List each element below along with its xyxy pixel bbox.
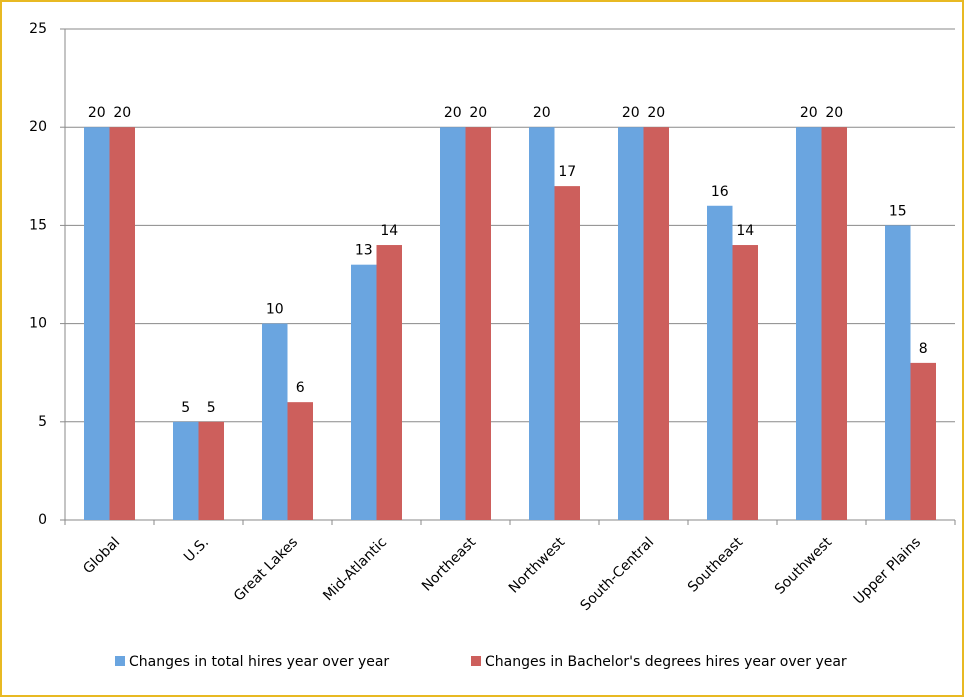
- bar: [84, 127, 110, 520]
- legend-swatch: [115, 656, 125, 666]
- x-tick-label: Northeast: [419, 534, 480, 595]
- bar: [821, 127, 847, 520]
- y-tick-label: 20: [29, 119, 47, 135]
- bar: [554, 186, 580, 520]
- y-tick-label: 5: [38, 414, 47, 430]
- x-tick-label: Southeast: [685, 534, 747, 596]
- value-label: 16: [711, 184, 729, 200]
- value-label: 20: [113, 105, 131, 121]
- value-label: 8: [919, 341, 928, 357]
- bar: [173, 421, 199, 520]
- value-label: 14: [736, 223, 754, 239]
- value-label: 20: [800, 105, 818, 121]
- value-label: 17: [558, 164, 576, 180]
- x-tick-label: Upper Plains: [851, 534, 924, 607]
- value-label: 20: [533, 105, 551, 121]
- value-label: 20: [444, 105, 462, 121]
- bar: [262, 323, 288, 520]
- legend-label: Changes in Bachelor's degrees hires year…: [485, 654, 847, 670]
- value-label: 10: [266, 302, 284, 318]
- bar: [109, 127, 135, 520]
- value-label: 5: [181, 400, 190, 416]
- y-tick-label: 15: [29, 217, 47, 233]
- bar: [707, 205, 733, 520]
- bar: [351, 264, 377, 520]
- bar: [440, 127, 466, 520]
- bar: [287, 402, 313, 520]
- value-label: 14: [380, 223, 398, 239]
- x-tick-label: South-Central: [577, 534, 657, 614]
- bar: [796, 127, 822, 520]
- x-tick-label: Mid-Atlantic: [320, 534, 390, 604]
- value-label: 20: [88, 105, 106, 121]
- y-tick-label: 25: [29, 21, 47, 37]
- value-label: 20: [647, 105, 665, 121]
- x-tick-label: Southwest: [772, 534, 836, 598]
- value-label: 20: [825, 105, 843, 121]
- legend-label: Changes in total hires year over year: [129, 654, 389, 670]
- y-tick-label: 10: [29, 316, 47, 332]
- value-label: 13: [355, 243, 373, 259]
- bar: [910, 362, 936, 520]
- y-tick-label: 0: [38, 512, 47, 528]
- bar: [376, 245, 402, 521]
- legend-swatch: [471, 656, 481, 666]
- bar: [643, 127, 669, 520]
- x-tick-label: Great Lakes: [231, 534, 301, 604]
- value-label: 5: [207, 400, 216, 416]
- x-tick-label: Northwest: [506, 534, 569, 597]
- value-label: 20: [469, 105, 487, 121]
- x-tick-label: U.S.: [181, 534, 212, 565]
- value-label: 20: [622, 105, 640, 121]
- bar: [885, 225, 911, 520]
- bar: [732, 245, 758, 521]
- bar: [529, 127, 555, 520]
- bar: [618, 127, 644, 520]
- value-label: 15: [889, 203, 907, 219]
- bar: [198, 421, 224, 520]
- x-tick-label: Global: [80, 534, 123, 577]
- value-label: 6: [296, 380, 305, 396]
- bar: [465, 127, 491, 520]
